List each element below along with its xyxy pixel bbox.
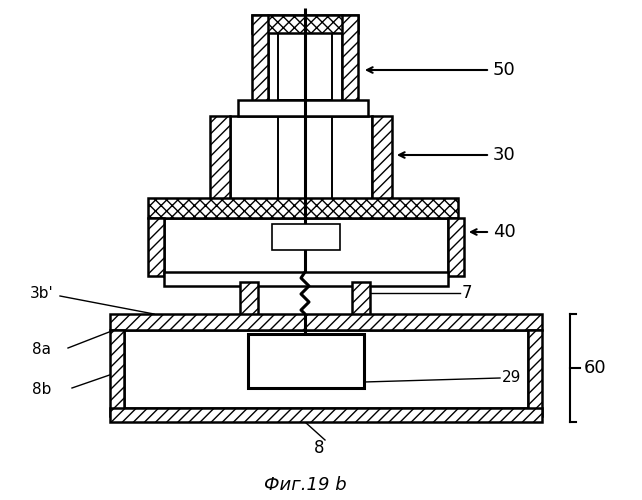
Bar [210,116,230,202]
Text: 8a: 8a [32,342,51,357]
Bar [164,272,448,286]
Text: 30: 30 [493,146,516,164]
Text: 7: 7 [462,284,473,302]
Bar [372,116,392,202]
Text: 8: 8 [314,439,324,457]
Bar [352,282,370,318]
Bar [272,224,340,250]
Bar [110,330,124,416]
Text: Фиг.19 b: Фиг.19 b [264,476,346,494]
Bar [248,334,364,388]
Bar [448,218,464,276]
Bar [240,282,258,318]
Bar [110,314,542,330]
Bar [148,198,458,218]
Bar [110,408,542,422]
Bar [252,15,268,103]
Bar [238,100,368,116]
Text: 29: 29 [502,370,521,386]
Bar [342,15,358,103]
Bar [148,218,164,276]
Bar [164,218,448,276]
Bar [268,15,342,103]
Bar [528,330,542,416]
Text: 3b': 3b' [30,286,54,300]
Bar [252,15,358,33]
Bar [124,330,528,408]
Text: 40: 40 [493,223,516,241]
Text: 60: 60 [584,359,607,377]
Text: 8b: 8b [32,382,51,398]
Bar [230,116,372,202]
Text: 50: 50 [493,61,516,79]
